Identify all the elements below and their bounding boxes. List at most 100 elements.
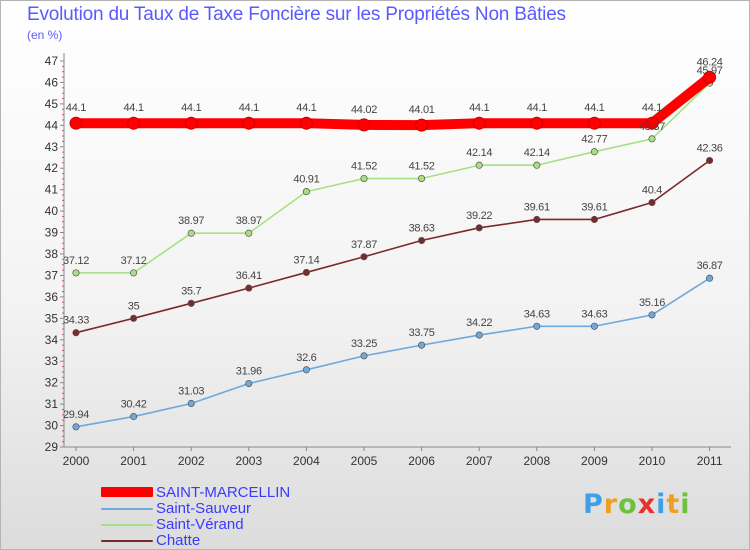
series-line-chatte	[75, 159, 711, 334]
data-label: 44.1	[469, 102, 489, 114]
data-label: 33.75	[409, 327, 435, 339]
data-label: 38.63	[409, 222, 435, 234]
data-point	[648, 135, 656, 143]
legend-swatch-saint-sauveur	[101, 508, 153, 510]
x-tick-label: 2003	[235, 454, 262, 468]
series-line-saint-sauveur	[75, 277, 711, 428]
data-label: 34.63	[524, 308, 550, 320]
data-label: 44.1	[296, 102, 316, 114]
data-point	[127, 116, 141, 130]
data-point	[245, 379, 253, 388]
data-label: 35	[128, 300, 140, 312]
data-point	[360, 253, 368, 261]
y-unit-label: (en %)	[27, 28, 63, 42]
data-label: 42.14	[524, 147, 550, 159]
data-point	[475, 224, 483, 232]
data-label: 34.22	[466, 317, 492, 329]
data-label: 35.7	[181, 285, 201, 297]
data-point	[418, 341, 426, 349]
y-tick-label: 40	[45, 204, 59, 218]
data-point	[72, 423, 80, 431]
y-tick-label: 32	[45, 376, 59, 390]
data-point	[472, 116, 486, 130]
data-point	[299, 116, 313, 130]
data-point	[648, 198, 656, 207]
data-point	[130, 412, 138, 421]
legend-label-saint-verand: Saint-Vérand	[156, 516, 244, 533]
data-label: 38.97	[178, 215, 204, 227]
data-point	[130, 269, 138, 277]
data-label: 37.87	[351, 239, 377, 251]
data-label: 41.52	[409, 161, 435, 173]
data-label: 37.12	[121, 255, 147, 267]
data-point	[72, 269, 80, 277]
data-point	[590, 148, 598, 156]
y-tick-label: 42	[45, 161, 59, 175]
data-point	[475, 331, 483, 339]
data-point	[533, 322, 541, 330]
y-tick-label: 41	[45, 183, 59, 197]
data-point	[187, 299, 195, 307]
data-point	[587, 116, 601, 130]
data-label: 29.94	[63, 409, 89, 421]
data-point	[706, 274, 714, 282]
data-label: 37.12	[63, 255, 89, 267]
y-tick-label: 34	[45, 333, 59, 347]
x-tick-label: 2004	[293, 454, 320, 468]
data-point	[245, 229, 253, 237]
data-point	[703, 70, 717, 84]
data-point	[242, 116, 256, 130]
y-tick-label: 44	[45, 118, 59, 132]
logo-letter: i	[680, 489, 691, 520]
x-tick-label: 2002	[178, 454, 205, 468]
data-label: 38.97	[236, 215, 262, 227]
logo-letter: t	[666, 489, 681, 520]
data-point	[360, 352, 368, 360]
y-tick-label: 47	[45, 54, 59, 68]
y-tick-label: 45	[45, 97, 59, 111]
data-label: 31.96	[236, 366, 262, 378]
data-point	[645, 116, 659, 130]
data-point	[648, 311, 656, 319]
data-label: 44.1	[123, 102, 143, 114]
data-label: 41.52	[351, 161, 377, 173]
data-point	[706, 156, 714, 165]
data-point	[245, 284, 253, 292]
data-label: 34.33	[63, 315, 89, 327]
data-label: 44.1	[239, 102, 259, 114]
data-point	[475, 161, 483, 169]
y-tick-label: 33	[45, 354, 59, 368]
x-tick-label: 2005	[351, 454, 378, 468]
data-point	[533, 215, 541, 224]
x-tick-label: 2010	[639, 454, 666, 468]
data-point	[72, 329, 80, 337]
data-label: 40.91	[293, 174, 319, 186]
data-point	[302, 268, 310, 276]
data-label: 44.1	[584, 102, 604, 114]
data-label: 42.77	[581, 134, 607, 146]
data-point	[590, 322, 598, 330]
data-label: 46.24	[697, 56, 723, 68]
data-point	[360, 174, 368, 183]
y-tick-label: 29	[45, 440, 59, 454]
data-label: 39.61	[524, 201, 550, 213]
y-tick-label: 37	[45, 268, 59, 282]
x-tick-label: 2008	[523, 454, 550, 468]
data-label: 44.1	[642, 102, 662, 114]
x-tick-label: 2011	[697, 454, 723, 468]
legend-label-saint-sauveur: Saint-Sauveur	[156, 500, 252, 517]
y-tick-label: 31	[45, 397, 59, 411]
data-label: 37.14	[293, 254, 319, 266]
x-tick-label: 2001	[120, 454, 147, 468]
data-label: 44.01	[409, 104, 435, 116]
legend-swatch-chatte	[101, 540, 153, 542]
proxiti-logo: Proxiti	[583, 489, 691, 520]
legend-label-saint-marcellin: SAINT-MARCELLIN	[156, 484, 291, 501]
y-tick-label: 38	[45, 247, 59, 261]
y-tick-label: 35	[45, 311, 59, 325]
logo-letter: x	[637, 489, 657, 520]
x-tick-label: 2006	[408, 454, 435, 468]
data-point	[530, 116, 544, 130]
logo-letter: o	[618, 489, 638, 520]
